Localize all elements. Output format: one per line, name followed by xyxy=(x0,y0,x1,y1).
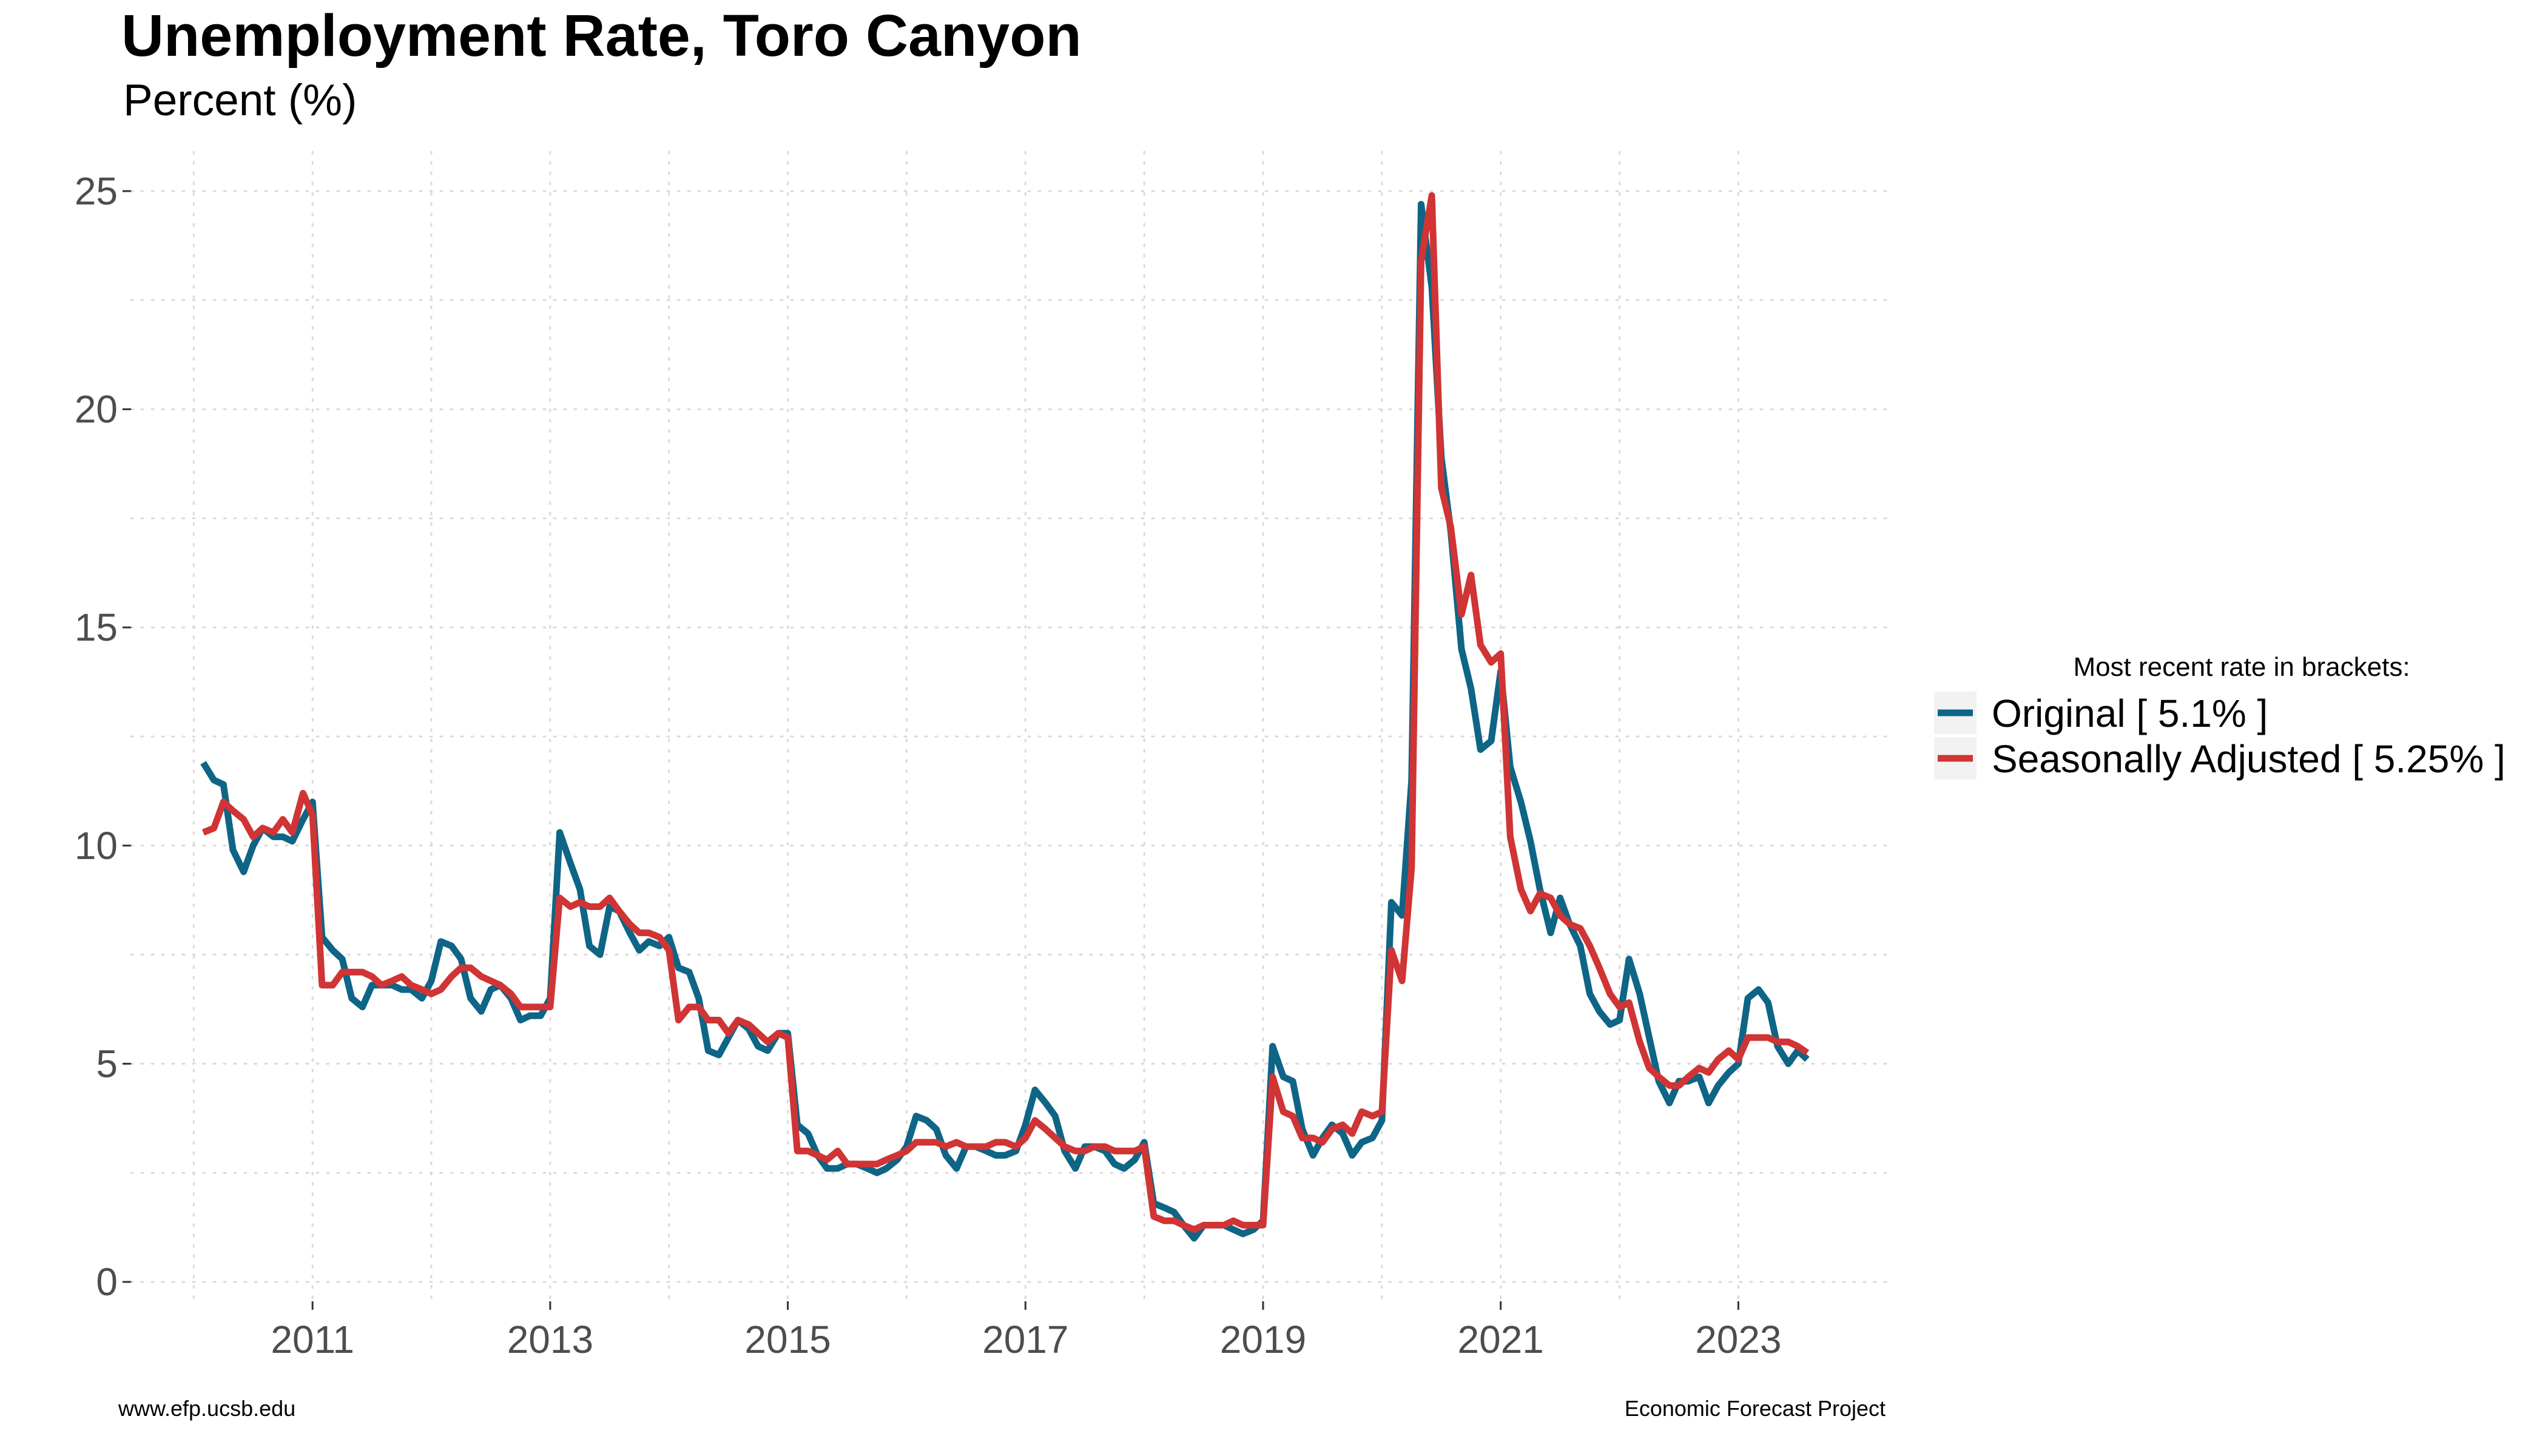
y-tick-label: 10 xyxy=(75,824,118,868)
y-tick-label: 15 xyxy=(75,605,118,649)
x-tick-label: 2011 xyxy=(271,1318,354,1361)
chart-title: Unemployment Rate, Toro Canyon xyxy=(121,2,1082,69)
x-tick-label: 2023 xyxy=(1695,1318,1781,1361)
x-tick-label: 2013 xyxy=(507,1318,593,1361)
y-tick-label: 25 xyxy=(75,169,118,213)
x-tick-label: 2019 xyxy=(1220,1318,1306,1361)
grid-lines xyxy=(130,150,1894,1303)
y-tick-label: 20 xyxy=(75,388,118,431)
series-line-seasonally-adjusted xyxy=(201,192,1810,1233)
legend-title: Most recent rate in brackets: xyxy=(2073,652,2410,682)
x-tick-label: 2017 xyxy=(982,1318,1068,1361)
x-tick-label: 2021 xyxy=(1458,1318,1544,1361)
y-tick-label: 5 xyxy=(96,1042,118,1085)
axes: 2011 2013 2015 2017 2019 2021 2023 0 5 10 15 20 25 xyxy=(75,169,1782,1361)
footer-website: www.efp.ucsb.edu xyxy=(118,1396,295,1421)
y-tick-label: 0 xyxy=(96,1260,118,1304)
series-line-original xyxy=(200,201,1810,1242)
legend: Most recent rate in brackets: Original [… xyxy=(1934,652,2506,781)
legend-label-seasonally-adjusted: Seasonally Adjusted [ 5.25% ] xyxy=(1992,737,2506,781)
footer-source: Economic Forecast Project xyxy=(1625,1396,1886,1421)
series-lines xyxy=(200,192,1810,1242)
legend-label-original: Original [ 5.1% ] xyxy=(1992,692,2268,735)
x-tick-label: 2015 xyxy=(744,1318,831,1361)
chart-subtitle: Percent (%) xyxy=(123,76,357,125)
